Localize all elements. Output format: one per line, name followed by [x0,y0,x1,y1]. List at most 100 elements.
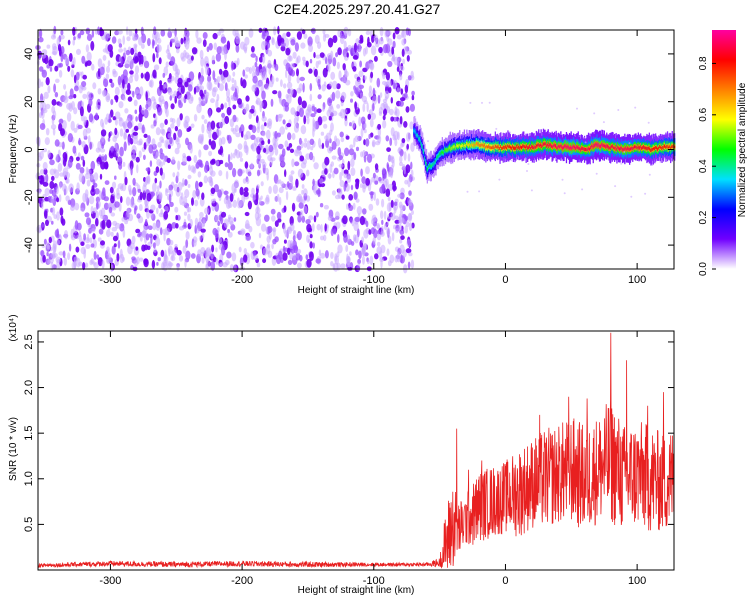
noise-cell [385,135,390,142]
noise-cell [75,71,80,81]
noise-cell [149,79,154,88]
noise-cell [481,101,483,104]
noise-cell [284,38,290,48]
noise-cell [235,132,241,138]
noise-cell [105,161,109,170]
noise-cell [73,260,77,269]
noise-cell [184,52,190,59]
noise-cell [310,146,314,151]
noise-cell [242,178,247,184]
noise-cell [130,166,133,176]
noise-cell [401,30,407,39]
noise-cell [362,184,366,193]
noise-cell [331,190,336,196]
noise-cell [233,188,237,193]
noise-cell [149,160,153,168]
noise-cell [158,193,162,202]
noise-cell [94,188,100,195]
signal-cell [583,147,585,151]
noise-cell [343,169,349,175]
noise-cell [388,183,394,191]
noise-cell [302,56,306,62]
noise-cell [133,43,138,48]
noise-cell [78,172,84,183]
signal-cell [622,147,624,151]
noise-cell [109,78,113,83]
noise-cell [239,257,244,267]
noise-cell [218,170,223,177]
noise-cell [345,79,351,86]
signal-cell [596,142,598,146]
colorbar-tick-label: 0.0 [698,262,709,276]
noise-cell [346,175,352,183]
signal-cell [486,145,489,150]
noise-cell [327,145,333,154]
noise-cell [73,256,79,262]
noise-cell [78,84,84,94]
noise-cell [114,175,117,180]
noise-cell [359,215,365,226]
signal-cell [512,144,514,148]
noise-cell [584,141,587,144]
noise-cell [238,246,242,253]
noise-cell [282,252,288,261]
signal-cell [651,148,654,152]
noise-cell [182,155,188,165]
noise-cell [226,199,230,205]
noise-cell [361,176,366,184]
noise-cell [126,36,131,42]
signal-cell [417,133,419,137]
noise-cell [121,85,126,95]
noise-cell [47,149,51,159]
noise-cell [349,251,352,256]
noise-cell [320,131,325,136]
signal-cell [556,146,558,150]
noise-cell [355,146,360,152]
noise-cell [247,171,252,177]
noise-cell [50,34,57,40]
signal-cell [460,145,462,149]
noise-cell [155,166,160,174]
noise-cell [403,151,407,161]
noise-cell [366,259,370,265]
noise-cell [276,211,282,220]
noise-cell [386,147,391,153]
noise-cell [634,106,637,109]
noise-cell [154,177,158,184]
snr-panel: -300 -200 -100 0 100 0.51.01.52.02.5 Height … [8,314,675,596]
signal-cell [602,144,605,147]
noise-cell [257,120,260,130]
signal-cell [450,147,452,152]
noise-cell [138,55,142,65]
noise-cell [60,30,64,36]
noise-cell [227,231,233,238]
noise-cell [284,140,289,148]
noise-cell [143,154,146,160]
noise-cell [80,241,85,246]
signal-cell [490,146,492,150]
noise-cell [129,138,134,145]
noise-cell [88,195,95,205]
noise-cell [338,70,342,80]
noise-cell [306,140,311,150]
signal-cell [626,147,628,151]
noise-cell [164,119,168,125]
noise-cell [55,154,59,163]
noise-cell [72,145,77,154]
noise-cell [376,77,381,88]
noise-cell [293,110,298,118]
noise-cell [114,142,117,151]
noise-cell [166,52,172,60]
noise-cell [296,262,302,269]
noise-cell [399,239,403,244]
noise-cell [110,231,114,237]
noise-cell [221,245,226,256]
noise-cell [111,181,117,189]
noise-cell [58,118,64,124]
noise-cell [139,257,144,262]
noise-cell [131,235,136,245]
noise-cell [384,81,388,88]
noise-cell [157,106,163,116]
noise-cell [324,223,327,232]
noise-cell [47,259,51,265]
